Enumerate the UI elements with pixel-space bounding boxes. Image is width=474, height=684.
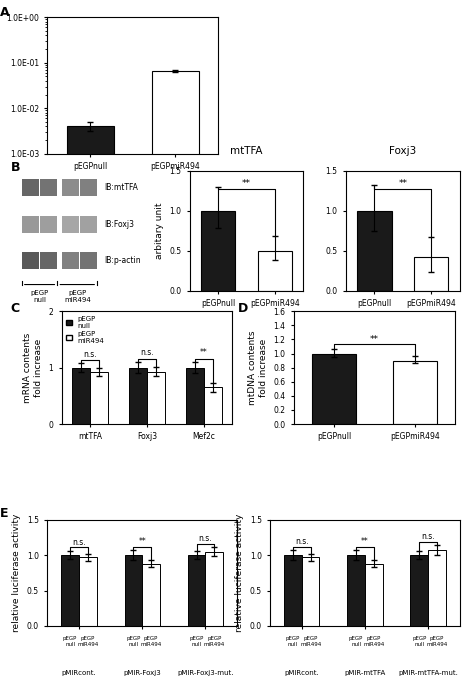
Text: **: **: [370, 334, 379, 343]
Text: **: **: [200, 348, 208, 358]
Y-axis label: relative luciferase activity: relative luciferase activity: [12, 514, 21, 632]
Text: n.s.: n.s.: [72, 538, 86, 547]
Bar: [90, 371, 108, 424]
Bar: [347, 555, 365, 626]
Bar: [79, 557, 97, 626]
Text: pEGP
null: pEGP null: [190, 636, 204, 647]
Bar: [62, 215, 79, 233]
Bar: [129, 368, 147, 424]
Text: pEGP
null: pEGP null: [412, 636, 427, 647]
Bar: [188, 555, 205, 626]
Text: pEGP
miR494: pEGP miR494: [64, 290, 91, 303]
Bar: [125, 555, 142, 626]
Text: pEGP
null: pEGP null: [63, 636, 77, 647]
Bar: [80, 179, 97, 196]
Bar: [40, 215, 57, 233]
Bar: [62, 179, 79, 196]
Text: pEGP
miR494: pEGP miR494: [77, 636, 99, 647]
Text: pEGP
miR494: pEGP miR494: [363, 636, 384, 647]
Bar: [414, 257, 448, 291]
Text: pMIRcont.: pMIRcont.: [284, 670, 319, 676]
Text: IB:p-actin: IB:p-actin: [104, 256, 141, 265]
Bar: [201, 211, 235, 291]
Text: C: C: [10, 302, 19, 315]
Text: pEGP
miR494: pEGP miR494: [140, 636, 162, 647]
Bar: [284, 555, 302, 626]
Bar: [80, 252, 97, 269]
Text: B: B: [10, 161, 20, 174]
Y-axis label: arbitary unit: arbitary unit: [155, 202, 164, 259]
Text: n.s.: n.s.: [83, 350, 97, 358]
Title: Foxj3: Foxj3: [389, 146, 417, 157]
Bar: [80, 215, 97, 233]
Bar: [66, 127, 113, 684]
Text: pEGP
null: pEGP null: [126, 636, 140, 647]
Text: pEGP
miR494: pEGP miR494: [427, 636, 447, 647]
Y-axis label: mRNA contents
fold increase: mRNA contents fold increase: [23, 332, 43, 403]
Bar: [410, 555, 428, 626]
Y-axis label: relative luciferase activity: relative luciferase activity: [235, 514, 244, 632]
Text: pMIR-Foxj3: pMIR-Foxj3: [123, 670, 161, 676]
Text: pMIR-mtTFA-mut.: pMIR-mtTFA-mut.: [398, 670, 458, 676]
Bar: [205, 551, 223, 626]
Text: IB:Foxj3: IB:Foxj3: [104, 220, 134, 228]
Bar: [302, 557, 319, 626]
Bar: [392, 360, 437, 424]
Bar: [147, 371, 165, 424]
Title: mtTFA: mtTFA: [230, 146, 263, 157]
Text: pEGP
null: pEGP null: [30, 290, 49, 303]
Text: **: **: [361, 537, 369, 546]
Text: n.s.: n.s.: [421, 532, 435, 541]
Text: n.s.: n.s.: [295, 537, 309, 546]
Text: A: A: [0, 6, 9, 19]
Bar: [428, 550, 446, 626]
Text: pEGP
null: pEGP null: [349, 636, 363, 647]
Y-axis label: mtDNA contents
fold increase: mtDNA contents fold increase: [248, 330, 268, 405]
Text: pEGP
miR494: pEGP miR494: [204, 636, 225, 647]
Text: n.s.: n.s.: [199, 534, 212, 543]
Bar: [72, 368, 90, 424]
Text: **: **: [242, 179, 251, 188]
Bar: [40, 252, 57, 269]
Text: pMIR-Foxj3-mut.: pMIR-Foxj3-mut.: [177, 670, 234, 676]
Bar: [61, 555, 79, 626]
Text: **: **: [138, 537, 146, 546]
Bar: [62, 252, 79, 269]
Text: pEGP
miR494: pEGP miR494: [300, 636, 321, 647]
Text: **: **: [399, 179, 407, 188]
Legend: pEGP
null, pEGP
miR494: pEGP null, pEGP miR494: [65, 315, 106, 345]
Bar: [312, 354, 356, 424]
Text: E: E: [0, 507, 9, 520]
Text: IB:mtTFA: IB:mtTFA: [104, 183, 138, 192]
Bar: [40, 179, 57, 196]
Bar: [258, 251, 292, 291]
Bar: [142, 564, 160, 626]
Text: pMIRcont.: pMIRcont.: [62, 670, 96, 676]
Text: pMIR-mtTFA: pMIR-mtTFA: [344, 670, 386, 676]
Bar: [22, 179, 39, 196]
Bar: [22, 252, 39, 269]
Bar: [152, 71, 199, 684]
Bar: [204, 387, 222, 424]
Bar: [365, 564, 383, 626]
Text: D: D: [237, 302, 248, 315]
Bar: [357, 211, 392, 291]
Bar: [186, 368, 204, 424]
Text: n.s.: n.s.: [140, 348, 154, 358]
Text: pEGP
null: pEGP null: [286, 636, 300, 647]
Bar: [22, 215, 39, 233]
